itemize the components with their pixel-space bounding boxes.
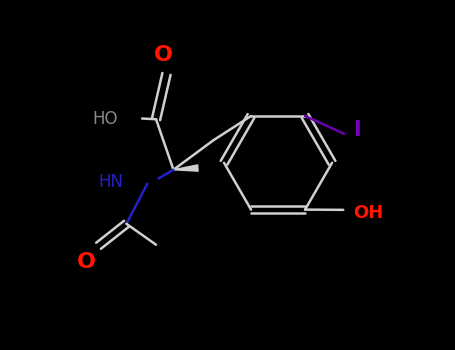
Text: HN: HN [98,173,123,191]
Text: O: O [77,252,96,272]
Text: O: O [153,45,172,65]
Text: I: I [353,120,361,140]
Text: OH: OH [353,204,383,222]
Polygon shape [173,165,198,171]
Text: HO: HO [92,110,118,128]
